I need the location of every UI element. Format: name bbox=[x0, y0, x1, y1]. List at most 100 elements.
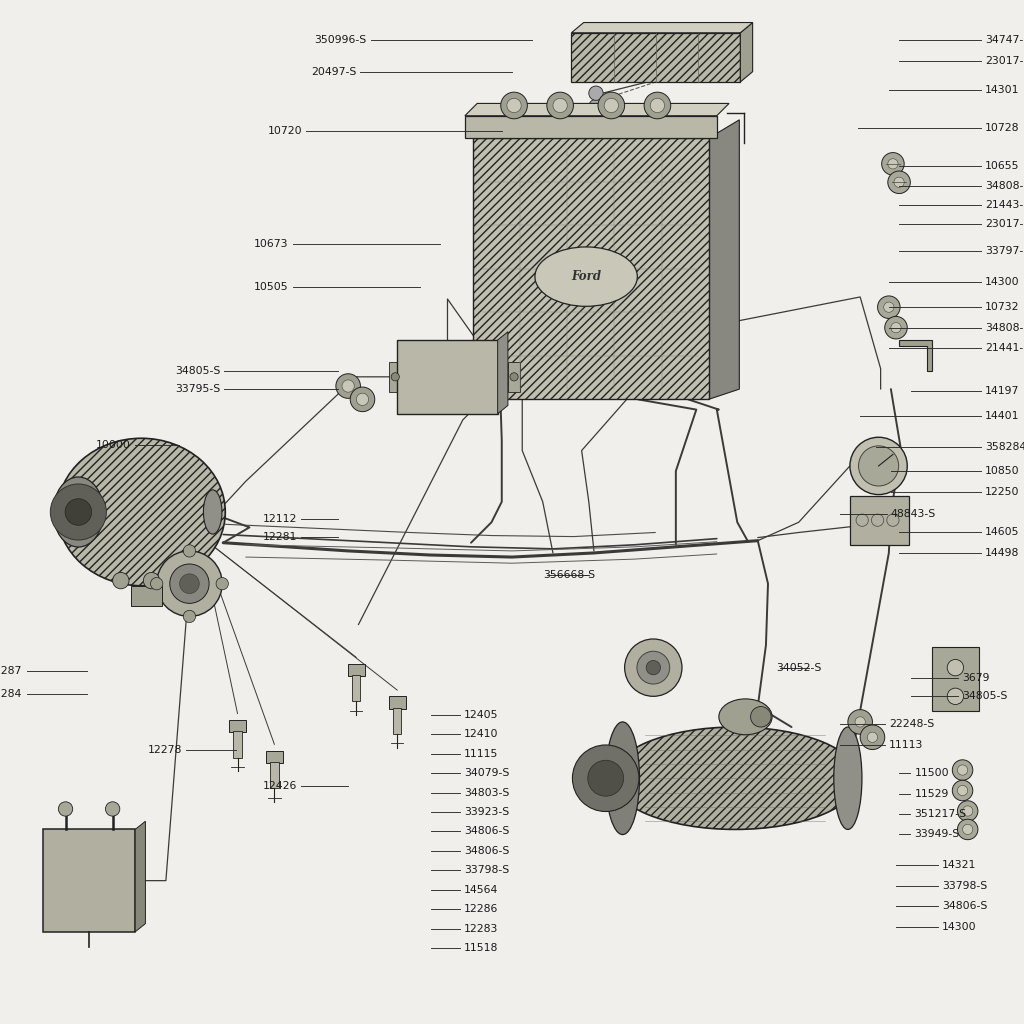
Text: 10850: 10850 bbox=[985, 466, 1020, 476]
Circle shape bbox=[848, 710, 872, 734]
Text: 14321: 14321 bbox=[942, 860, 977, 870]
Text: 12281: 12281 bbox=[262, 531, 297, 542]
Circle shape bbox=[963, 806, 973, 816]
Text: 34079-S: 34079-S bbox=[464, 768, 509, 778]
Circle shape bbox=[572, 745, 639, 811]
Circle shape bbox=[646, 660, 660, 675]
Text: 3679: 3679 bbox=[963, 673, 990, 683]
Circle shape bbox=[957, 819, 978, 840]
Text: 34808-S: 34808-S bbox=[985, 323, 1024, 333]
Text: 14197: 14197 bbox=[985, 386, 1020, 396]
Text: 34803-S: 34803-S bbox=[464, 787, 509, 798]
Text: 350996-S: 350996-S bbox=[314, 35, 367, 45]
Text: 10673: 10673 bbox=[254, 239, 289, 249]
Circle shape bbox=[143, 572, 160, 589]
Ellipse shape bbox=[204, 489, 222, 535]
Bar bbox=[389, 362, 401, 391]
Text: 12284: 12284 bbox=[0, 689, 23, 699]
Text: 33798-S: 33798-S bbox=[464, 865, 509, 876]
Bar bbox=[352, 675, 360, 701]
Polygon shape bbox=[465, 103, 729, 116]
Text: 351217-S: 351217-S bbox=[914, 809, 967, 819]
Circle shape bbox=[547, 92, 573, 119]
Circle shape bbox=[336, 374, 360, 398]
Text: 34805-S: 34805-S bbox=[963, 691, 1008, 701]
Text: 22248-S: 22248-S bbox=[889, 719, 934, 729]
Text: 20497-S: 20497-S bbox=[311, 67, 356, 77]
Circle shape bbox=[151, 578, 163, 590]
Polygon shape bbox=[740, 23, 753, 82]
Circle shape bbox=[867, 732, 878, 742]
Circle shape bbox=[356, 393, 369, 406]
Circle shape bbox=[850, 437, 907, 495]
Text: 356668-S: 356668-S bbox=[543, 570, 595, 581]
Text: 10000: 10000 bbox=[96, 440, 131, 451]
Circle shape bbox=[510, 373, 518, 381]
Circle shape bbox=[105, 802, 120, 816]
Text: 11113: 11113 bbox=[889, 740, 924, 751]
Text: 48843-S: 48843-S bbox=[891, 509, 936, 519]
Text: 12410: 12410 bbox=[464, 729, 499, 739]
Text: 12278: 12278 bbox=[147, 744, 182, 755]
Circle shape bbox=[963, 824, 973, 835]
Polygon shape bbox=[135, 821, 145, 932]
Bar bbox=[266, 751, 283, 763]
Circle shape bbox=[650, 98, 665, 113]
Text: 10505: 10505 bbox=[254, 282, 289, 292]
Bar bbox=[465, 116, 717, 138]
Bar bbox=[571, 33, 740, 82]
Circle shape bbox=[589, 99, 603, 114]
Circle shape bbox=[58, 802, 73, 816]
Text: 14401: 14401 bbox=[985, 411, 1020, 421]
Circle shape bbox=[952, 780, 973, 801]
Circle shape bbox=[957, 801, 978, 821]
Text: 14564: 14564 bbox=[464, 885, 499, 895]
Circle shape bbox=[860, 725, 885, 750]
Circle shape bbox=[183, 545, 196, 557]
Circle shape bbox=[947, 688, 964, 705]
Ellipse shape bbox=[53, 477, 103, 547]
Circle shape bbox=[947, 659, 964, 676]
Text: 34806-S: 34806-S bbox=[464, 846, 509, 856]
Circle shape bbox=[350, 387, 375, 412]
Circle shape bbox=[751, 707, 771, 727]
Circle shape bbox=[216, 578, 228, 590]
Bar bbox=[397, 340, 498, 414]
Polygon shape bbox=[709, 120, 739, 399]
Circle shape bbox=[888, 159, 898, 169]
Ellipse shape bbox=[719, 698, 772, 735]
Bar bbox=[43, 829, 135, 932]
Circle shape bbox=[878, 296, 900, 318]
Bar bbox=[229, 720, 246, 732]
Circle shape bbox=[888, 171, 910, 194]
FancyBboxPatch shape bbox=[932, 647, 979, 711]
Text: 12405: 12405 bbox=[464, 710, 499, 720]
Text: Ford: Ford bbox=[571, 270, 601, 283]
Circle shape bbox=[170, 564, 209, 603]
Ellipse shape bbox=[57, 438, 225, 586]
Text: 23017-S: 23017-S bbox=[985, 219, 1024, 229]
Text: 34806-S: 34806-S bbox=[464, 826, 509, 837]
Text: 21441-S: 21441-S bbox=[985, 343, 1024, 353]
Bar bbox=[473, 138, 709, 399]
Circle shape bbox=[501, 92, 527, 119]
Circle shape bbox=[855, 717, 865, 727]
Text: 34806-S: 34806-S bbox=[942, 901, 987, 911]
Circle shape bbox=[625, 639, 682, 696]
Polygon shape bbox=[131, 586, 162, 606]
Polygon shape bbox=[899, 340, 932, 371]
Circle shape bbox=[342, 380, 354, 392]
Circle shape bbox=[884, 302, 894, 312]
Circle shape bbox=[589, 86, 603, 100]
Circle shape bbox=[957, 765, 968, 775]
Bar bbox=[850, 496, 909, 545]
Polygon shape bbox=[498, 332, 508, 414]
Circle shape bbox=[553, 98, 567, 113]
Text: 14300: 14300 bbox=[985, 276, 1020, 287]
Text: 23017-S: 23017-S bbox=[985, 56, 1024, 67]
Text: 14300: 14300 bbox=[942, 922, 977, 932]
Bar bbox=[508, 362, 520, 391]
Text: 12250: 12250 bbox=[985, 486, 1020, 497]
Polygon shape bbox=[571, 23, 753, 33]
Text: 12426: 12426 bbox=[262, 781, 297, 792]
